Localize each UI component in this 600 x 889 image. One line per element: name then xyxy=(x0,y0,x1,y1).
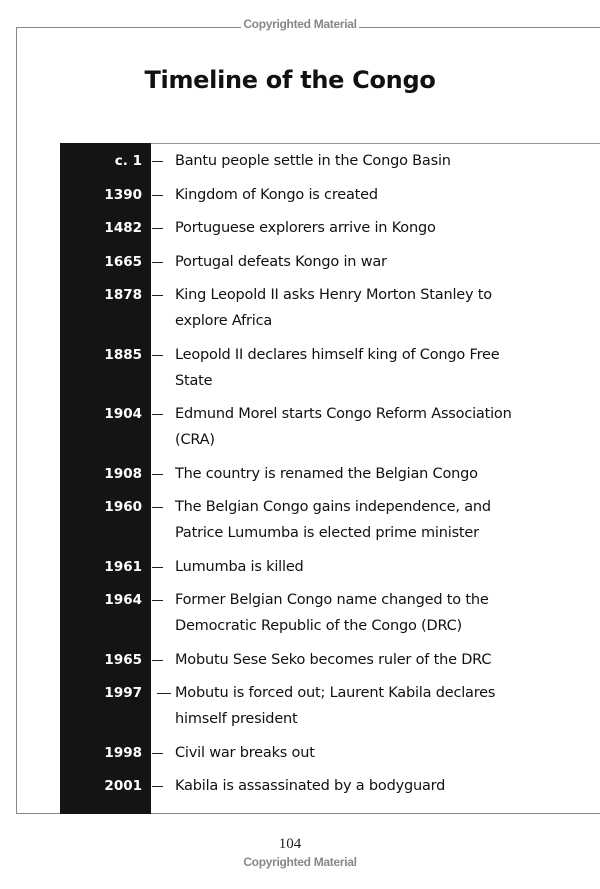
entry-text: Civil war breaks out xyxy=(175,744,315,761)
timeline-entry: 1908 The country is renamed the Belgian C… xyxy=(60,461,600,487)
entry-text: Lumumba is killed xyxy=(175,558,304,575)
dash-connector xyxy=(142,587,175,639)
dash-connector xyxy=(142,282,175,334)
entry-year: 1904 xyxy=(104,406,142,422)
timeline-entry: 1961 Lumumba is killed xyxy=(60,554,600,580)
entry-year: 1961 xyxy=(104,558,142,575)
entry-text: Kabila is assassinated by a bodyguard xyxy=(175,778,446,794)
dash-connector xyxy=(142,647,175,673)
entry-year: c. 1 xyxy=(114,153,142,169)
entry-text: Bantu people settle in the Congo Basin xyxy=(175,153,451,169)
timeline-entry: 1998 Civil war breaks out xyxy=(60,740,600,766)
page-number: 104 xyxy=(278,836,302,852)
entry-text: Mobutu Sese Seko becomes ruler of the DR… xyxy=(175,651,492,668)
timeline-entry: 1904 Edmund Morel starts Congo Reform Ass… xyxy=(60,401,600,453)
timeline-entry: 1960 The Belgian Congo gains independence… xyxy=(60,494,600,546)
dash-connector xyxy=(142,401,175,453)
dash-connector xyxy=(142,773,175,799)
dash-connector xyxy=(142,342,175,394)
entry-text: King Leopold II asks Henry Morton Stanle… xyxy=(175,287,492,329)
entry-year: 1878 xyxy=(104,287,142,303)
timeline-entry: 1390 Kingdom of Kongo is created xyxy=(60,182,600,208)
entry-text: Mobutu is forced out; Laurent Kabila dec… xyxy=(175,685,496,727)
entry-year: 1908 xyxy=(104,465,142,482)
timeline-entry: 2001 Kabila is assassinated by a bodyguar… xyxy=(60,773,600,799)
dash-connector xyxy=(142,740,175,766)
timeline-entry: 1482 Portuguese explorers arrive in Kongo xyxy=(60,215,600,241)
timeline-entry: 1878 King Leopold II asks Henry Morton St… xyxy=(60,282,600,334)
entry-year: 1482 xyxy=(104,220,142,236)
entry-text: Kingdom of Kongo is created xyxy=(175,186,378,203)
entry-year: 1665 xyxy=(104,253,142,270)
entry-year: 1964 xyxy=(104,592,142,608)
watermark-text: Copyrighted Material xyxy=(241,17,359,31)
year-column-bar xyxy=(60,143,151,814)
entry-text: Former Belgian Congo name changed to the… xyxy=(175,592,489,634)
dash-connector xyxy=(142,249,175,275)
entry-year: 1390 xyxy=(104,186,142,203)
timeline-entry: 1997 Mobutu is forced out; Laurent Kabila… xyxy=(60,680,600,732)
dash-connector xyxy=(142,215,175,241)
dash-connector xyxy=(142,461,175,487)
divider xyxy=(60,143,600,144)
dash-connector xyxy=(142,494,175,546)
entry-year: 1885 xyxy=(104,346,142,363)
entry-year: 1965 xyxy=(104,651,142,668)
entry-text: Portuguese explorers arrive in Kongo xyxy=(175,220,436,236)
entry-text: The country is renamed the Belgian Congo xyxy=(175,465,478,482)
entry-text: The Belgian Congo gains independence, an… xyxy=(175,499,491,541)
dash-connector xyxy=(142,148,175,174)
entry-year: 1960 xyxy=(104,499,142,515)
timeline-entry: 1885 Leopold II declares himself king of … xyxy=(60,342,600,394)
timeline-entry: 1965 Mobutu Sese Seko becomes ruler of th… xyxy=(60,647,600,673)
timeline-list: c. 1 Bantu people settle in the Congo Bas… xyxy=(60,148,600,807)
entry-year: 1997 xyxy=(104,685,142,701)
entry-text: Leopold II declares himself king of Cong… xyxy=(175,346,500,389)
entry-year: 1998 xyxy=(104,744,142,761)
page-title: Timeline of the Congo xyxy=(144,66,436,94)
watermark-bottom: Copyrighted Material xyxy=(243,855,357,869)
timeline-entry: c. 1 Bantu people settle in the Congo Bas… xyxy=(60,148,600,174)
dash-connector xyxy=(142,680,175,732)
dash-connector xyxy=(142,554,175,580)
timeline-entry: 1665 Portugal defeats Kongo in war xyxy=(60,249,600,275)
watermark-top: Copyrighted Material xyxy=(0,17,600,31)
timeline-entry: 1964 Former Belgian Congo name changed to… xyxy=(60,587,600,639)
dash-connector xyxy=(142,182,175,208)
entry-text: Portugal defeats Kongo in war xyxy=(175,253,387,270)
entry-text: Edmund Morel starts Congo Reform Associa… xyxy=(175,406,512,448)
entry-year: 2001 xyxy=(104,778,142,794)
